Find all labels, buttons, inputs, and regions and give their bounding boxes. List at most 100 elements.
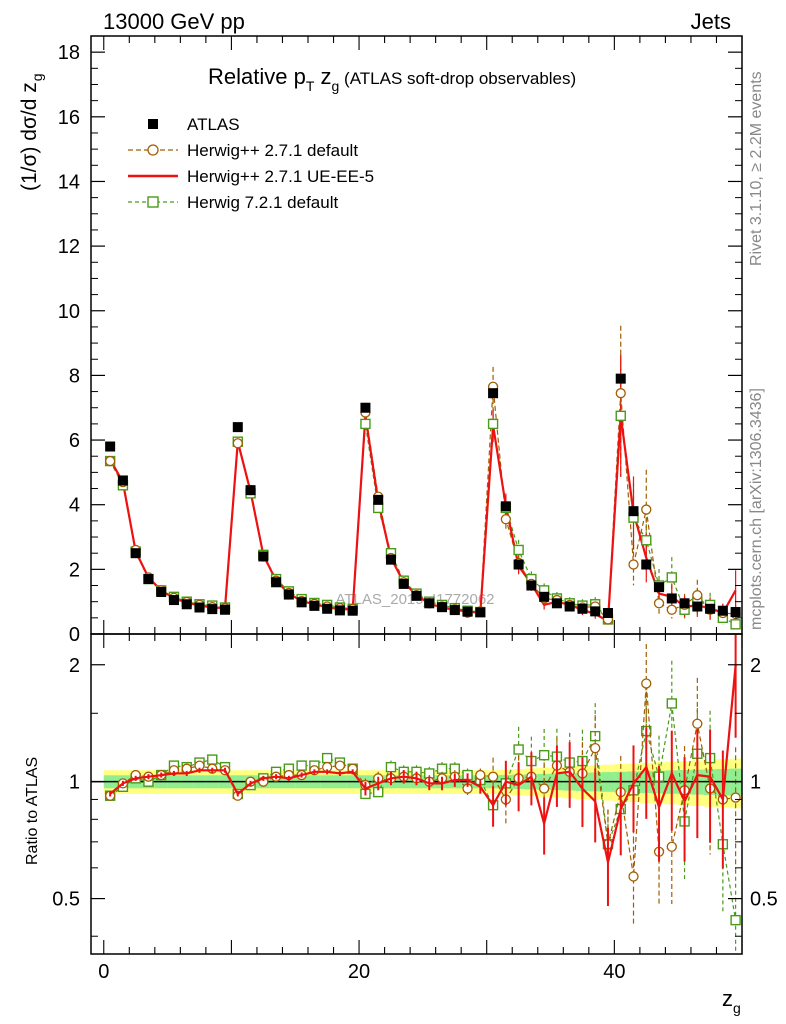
x-tick-label: 20	[348, 961, 370, 983]
data-point	[143, 574, 154, 585]
title-sub: T	[306, 78, 315, 94]
data-point	[398, 578, 409, 589]
data-point	[730, 607, 741, 618]
y-tick-label: 4	[69, 495, 80, 517]
data-point	[679, 598, 690, 609]
data-point	[462, 606, 473, 617]
data-point	[104, 455, 116, 467]
data-point	[373, 494, 384, 505]
data-point	[500, 501, 511, 512]
ratio-point	[538, 749, 550, 761]
ratio-point	[321, 752, 333, 764]
data-point	[322, 603, 333, 614]
ratio-point	[628, 871, 639, 882]
data-point	[117, 475, 128, 486]
side-label-rivet: Rivet 3.1.10, ≥ 2.2M events	[748, 71, 765, 266]
upper-y-axis-label: (1/σ) dσ/d zg	[18, 73, 45, 191]
data-point	[449, 605, 460, 616]
data-point	[232, 438, 243, 449]
x-axis-label: zg	[722, 986, 741, 1016]
y-tick-label: 18	[58, 42, 80, 64]
ratio-point	[513, 744, 524, 755]
data-point	[220, 604, 231, 615]
data-point	[487, 418, 499, 430]
ratio-point	[487, 771, 499, 782]
ratio-y-tick-label-right: 2	[750, 655, 761, 677]
legend-label: ATLAS	[187, 115, 240, 134]
title-zsub: g	[332, 78, 340, 94]
title-main: Relative p	[208, 64, 306, 89]
data-point	[513, 544, 524, 556]
y-tick-label: 16	[58, 107, 80, 129]
data-point	[628, 506, 639, 517]
data-point	[232, 422, 243, 433]
data-point	[271, 577, 282, 588]
legend-label: Herwig 7.2.1 default	[187, 193, 338, 212]
ratio-point	[385, 761, 397, 773]
title-z: z	[314, 64, 331, 89]
ratio-point	[538, 783, 550, 794]
data-point	[245, 485, 256, 496]
y-tick-label: 0	[69, 624, 80, 646]
y-tick-label: 14	[58, 171, 80, 193]
data-point	[590, 606, 601, 617]
ratio-point	[666, 698, 677, 709]
data-point	[500, 514, 512, 525]
ratio-point	[692, 718, 703, 729]
data-point	[577, 603, 588, 614]
ratio-point	[207, 754, 218, 765]
data-point	[475, 607, 486, 618]
series-line	[109, 386, 736, 621]
data-point	[730, 619, 741, 630]
data-point	[628, 559, 639, 570]
data-point	[641, 535, 652, 546]
ratio-point	[475, 769, 486, 781]
title-rest: (ATLAS soft-drop observables)	[339, 69, 576, 88]
ratio-point	[334, 760, 346, 771]
header-left: 13000 GeV pp	[103, 9, 245, 34]
data-point	[615, 388, 626, 399]
ratio-point	[666, 841, 677, 852]
lower-axis-ticks: 0.5 0.51 12 20 20 40	[52, 634, 778, 983]
ratio-point	[730, 792, 741, 803]
data-point	[717, 605, 728, 616]
legend-marker	[147, 144, 159, 156]
data-point	[309, 600, 320, 611]
data-point	[105, 441, 116, 452]
lower-frame	[90, 633, 743, 955]
plot-title: Relative pT zg (ATLAS soft-drop observab…	[208, 64, 576, 94]
lower-panel: 0.5 0.51 12 20 20 40 Ratio to ATLAS zg	[24, 633, 778, 1016]
ratio-point	[590, 742, 601, 754]
legend-label: Herwig++ 2.7.1 UE-EE-5	[187, 167, 374, 186]
y-tick-label: 6	[69, 430, 80, 452]
data-point	[513, 559, 524, 570]
data-point	[692, 590, 703, 601]
data-point	[207, 604, 218, 615]
data-point	[488, 388, 499, 399]
data-point	[641, 504, 652, 515]
ratio-point	[641, 678, 652, 689]
ylabel-sub: g	[29, 73, 45, 81]
data-point	[360, 418, 371, 430]
ratio-y-tick-label-right: 1	[750, 772, 761, 794]
data-point	[653, 598, 665, 609]
header-right: Jets	[691, 9, 731, 34]
data-point	[551, 598, 562, 609]
ylabel-main: (1/σ) dσ/d z	[18, 82, 41, 191]
data-point	[181, 599, 192, 610]
upper-data-layer	[104, 325, 741, 630]
data-point	[385, 554, 396, 565]
data-point	[156, 586, 167, 597]
data-point	[666, 593, 677, 604]
ratio-y-axis-label: Ratio to ATLAS	[24, 757, 41, 865]
legend-marker	[147, 196, 159, 208]
data-point	[168, 595, 179, 606]
data-point	[666, 604, 677, 615]
ratio-line	[109, 665, 737, 863]
ratio-y-tick-label: 2	[69, 655, 80, 677]
legend: ATLAS Herwig++ 2.7.1 default Herwig++ 2.7.…	[128, 115, 374, 212]
lower-data-layer	[104, 634, 741, 954]
data-point	[437, 602, 448, 613]
data-point	[692, 601, 703, 612]
